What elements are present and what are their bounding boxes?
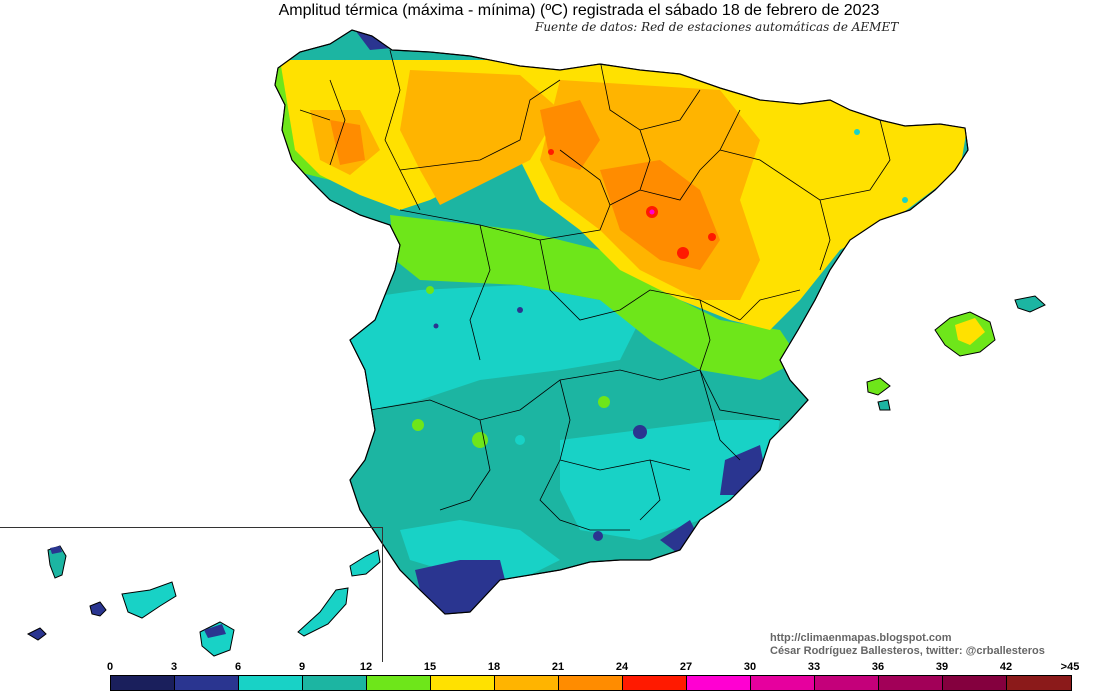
legend-tick-label: 21 [551,661,565,673]
legend-swatch [879,676,943,690]
legend-swatch [815,676,879,690]
credit-author: César Rodríguez Ballesteros, twitter: @c… [770,645,1045,657]
legend-tick-label: 42 [999,661,1013,673]
legend-tick-label: 15 [423,661,437,673]
legend-tick-label: 12 [359,661,373,673]
legend-swatch [303,676,367,690]
legend-swatch [239,676,303,690]
legend-swatch [943,676,1007,690]
legend-swatch [367,676,431,690]
legend-swatch [559,676,623,690]
legend-ticks: 0 3 6 9 12 15 18 21 24 27 30 33 36 39 42 >45 [0,661,1098,675]
canary-inset-frame [0,527,383,662]
legend-tick-label: 9 [298,661,306,673]
spain-amplitude-map [26,29,1046,657]
legend-tick-label: 33 [807,661,821,673]
legend-tick-label: 30 [743,661,757,673]
credits: http://climaenmapas.blogspot.com César R… [770,632,1045,658]
legend-swatch [495,676,559,690]
legend-colorbar [110,675,1072,691]
legend-tick-label: 24 [615,661,629,673]
legend-swatch [111,676,175,690]
legend-tick-label: 27 [679,661,693,673]
legend-tick-label: >45 [1060,661,1080,673]
legend-swatch [175,676,239,690]
data-source: Fuente de datos: Red de estaciones autom… [535,20,899,34]
legend-tick-label: 3 [170,661,178,673]
legend-swatch [431,676,495,690]
credit-url[interactable]: http://climaenmapas.blogspot.com [770,632,952,644]
balearic-islands [866,295,1046,411]
legend-tick-label: 39 [935,661,949,673]
legend-tick-label: 6 [234,661,242,673]
canary-islands [26,545,381,657]
legend-tick-label: 36 [871,661,885,673]
legend-swatch [1007,676,1071,690]
legend-tick-label: 18 [487,661,501,673]
legend-swatch [687,676,751,690]
peninsula [274,29,969,615]
legend-swatch [623,676,687,690]
legend-tick-label: 0 [106,661,114,673]
legend-swatch [751,676,815,690]
map-title: Amplitud térmica (máxima - mínima) (ºC) … [278,2,880,19]
